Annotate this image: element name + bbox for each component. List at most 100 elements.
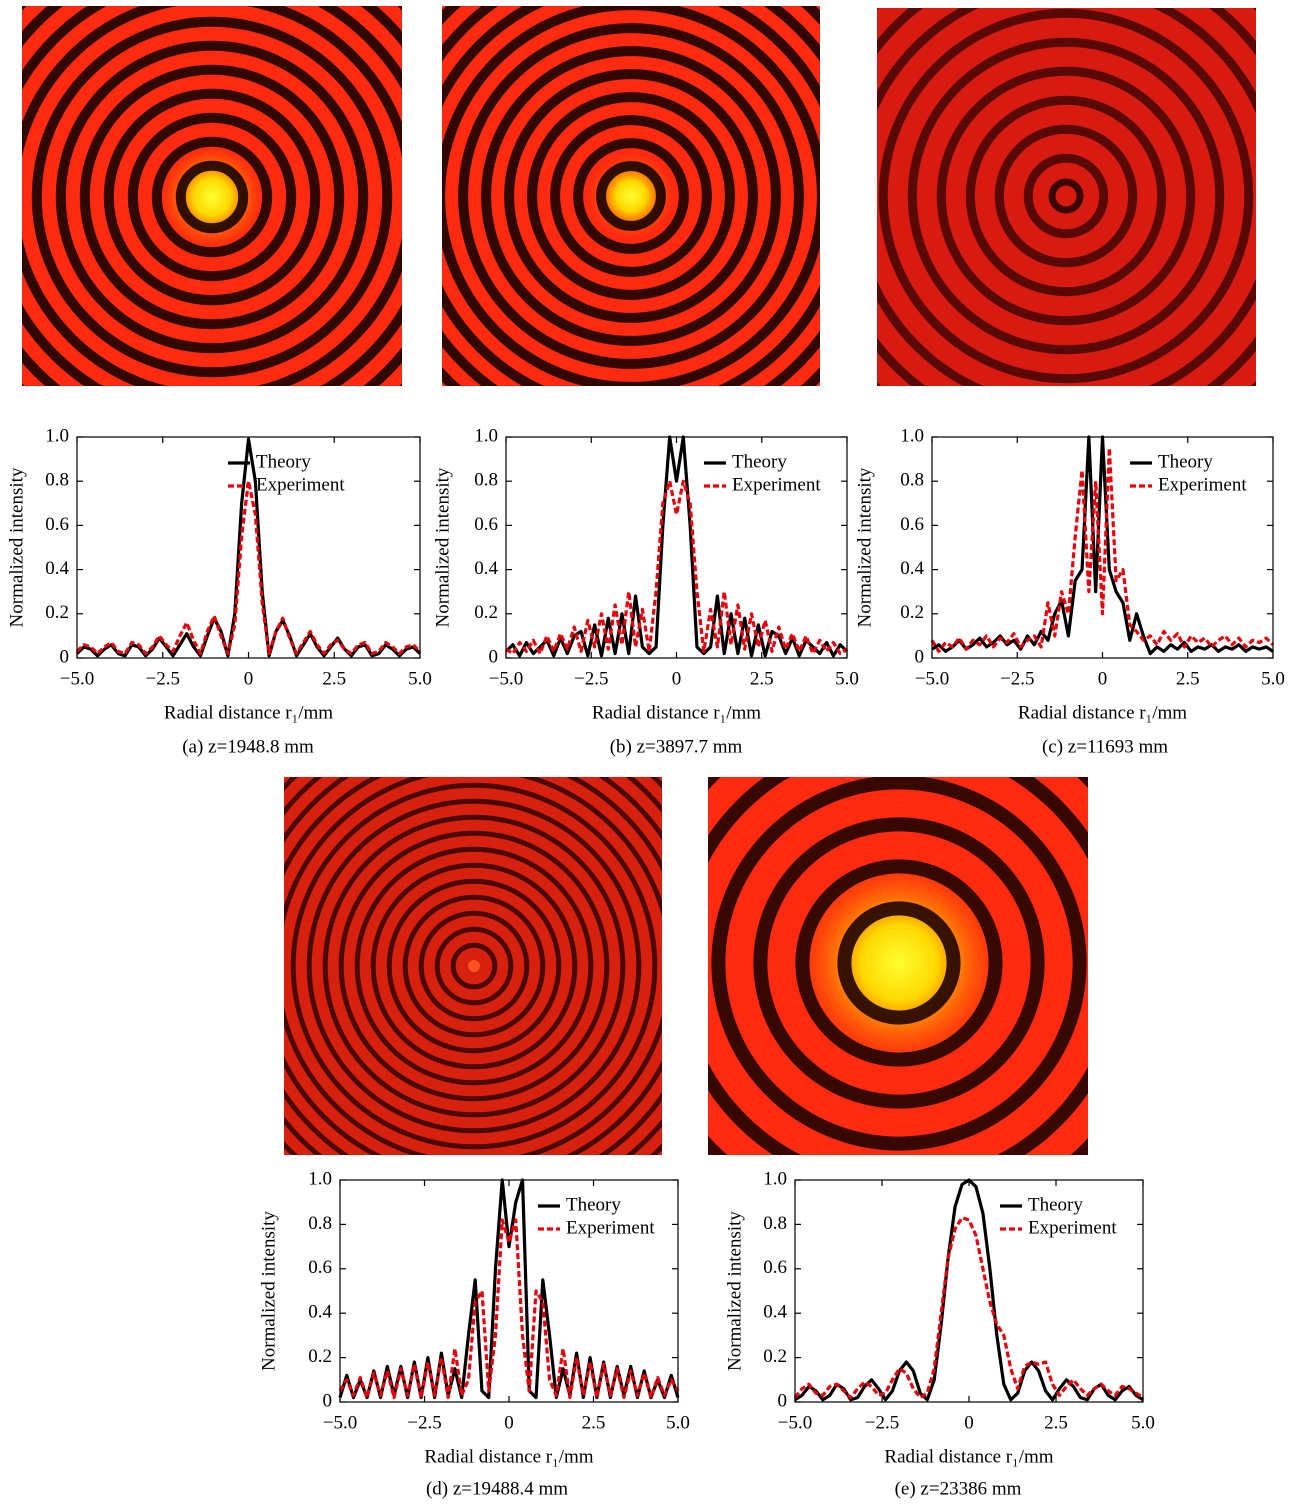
image-core	[791, 855, 1007, 1071]
ring	[481, 46, 781, 346]
y-tick-label: 0	[915, 646, 925, 667]
y-tick-label: 0.2	[474, 602, 498, 623]
x-tick-label: 2.5	[1044, 1412, 1068, 1433]
y-tick-label: 1.0	[763, 1168, 787, 1189]
x-tick-label: −2.5	[865, 1412, 899, 1433]
y-tick-label: 0.2	[45, 602, 69, 623]
y-tick-label: 0.4	[45, 558, 69, 579]
y-tick-label: 1.0	[474, 425, 498, 446]
y-tick-label: 0.6	[900, 514, 924, 535]
x-axis-label: Radial distance r₁/mm	[1018, 702, 1187, 723]
plot-frame	[794, 1179, 1144, 1403]
y-tick-label: 0.2	[763, 1346, 787, 1367]
data-line	[794, 1178, 1144, 1402]
ring	[103, 88, 321, 306]
ring	[837, 901, 961, 1025]
caption: (b) z=3897.7 mm	[610, 736, 743, 757]
x-tick-label: −5.0	[60, 668, 94, 689]
x-tick-label: 0	[1098, 668, 1108, 689]
plot-frame	[339, 1179, 679, 1403]
x-tick-label: 5.0	[408, 668, 432, 689]
y-axis-label: Normalized intensity	[724, 1211, 745, 1371]
ring	[338, 830, 610, 1102]
data-line	[931, 435, 1274, 656]
ring	[550, 115, 712, 277]
caption: (a) z=1948.8 mm	[182, 736, 314, 757]
ring	[434, 926, 514, 1006]
image-core	[1048, 178, 1084, 214]
legend-label: Experiment	[1158, 474, 1247, 495]
ring	[1023, 153, 1109, 239]
y-tick-label: 0	[323, 1390, 333, 1411]
ring	[175, 160, 249, 234]
legend-label: Experiment	[256, 474, 345, 495]
x-tick-label: 2.5	[582, 1412, 606, 1433]
x-tick-label: 2.5	[750, 668, 774, 689]
ring	[31, 16, 393, 378]
image-core	[468, 960, 480, 972]
legend-label: Experiment	[1028, 1217, 1117, 1238]
y-tick-label: 0.4	[900, 558, 924, 579]
x-tick-label: −2.5	[146, 668, 180, 689]
ring	[795, 859, 1003, 1067]
ring	[504, 69, 758, 323]
ring-image	[708, 777, 1088, 1155]
ring	[573, 138, 689, 254]
y-tick-label: 0.4	[308, 1302, 332, 1323]
y-tick-label: 0.4	[474, 558, 498, 579]
y-axis-label: Normalized intensity	[432, 467, 453, 627]
x-axis-label: Radial distance r₁/mm	[164, 702, 333, 723]
y-tick-label: 0.6	[308, 1257, 332, 1278]
x-tick-label: 5.0	[835, 668, 859, 689]
caption: (d) z=19488.4 mm	[426, 1478, 568, 1499]
x-tick-label: −2.5	[407, 1412, 441, 1433]
legend-label: Theory	[1028, 1194, 1083, 1215]
y-tick-label: 1.0	[308, 1168, 332, 1189]
data-line	[75, 437, 422, 658]
ring	[936, 66, 1196, 326]
plot-frame	[76, 436, 421, 659]
y-tick-label: 0.6	[45, 514, 69, 535]
legend-label: Theory	[732, 451, 787, 472]
ring-image	[442, 6, 820, 386]
x-tick-label: −2.5	[574, 668, 608, 689]
legend-label: Experiment	[566, 1217, 655, 1238]
data-line	[793, 1216, 1144, 1400]
ring	[753, 817, 1045, 1109]
ring	[402, 894, 546, 1038]
y-tick-label: 0	[60, 646, 70, 667]
x-tick-label: 0	[964, 1412, 974, 1433]
image-core	[159, 144, 265, 250]
data-line	[505, 479, 848, 656]
ring	[994, 124, 1138, 268]
y-tick-label: 0.8	[308, 1213, 332, 1234]
x-tick-label: −5.0	[323, 1412, 357, 1433]
x-tick-label: 2.5	[322, 668, 346, 689]
x-tick-label: 0	[244, 668, 254, 689]
ring	[450, 942, 498, 990]
data-line	[930, 446, 1275, 653]
ring-image	[284, 777, 662, 1155]
y-tick-label: 0.8	[45, 470, 69, 491]
x-tick-label: 5.0	[1261, 668, 1285, 689]
ring	[527, 92, 735, 300]
ring	[79, 64, 345, 330]
ring-image	[22, 6, 402, 386]
data-line	[75, 479, 422, 656]
y-tick-label: 0.4	[763, 1302, 787, 1323]
x-tick-label: −2.5	[1000, 668, 1034, 689]
plot-frame	[505, 436, 848, 659]
y-tick-label: 1.0	[900, 425, 924, 446]
data-line	[338, 1178, 680, 1400]
legend-label: Theory	[256, 451, 311, 472]
x-tick-label: −5.0	[778, 1412, 812, 1433]
x-tick-label: −5.0	[489, 668, 523, 689]
ring	[322, 814, 626, 1118]
y-tick-label: 0.6	[474, 514, 498, 535]
x-tick-label: −5.0	[915, 668, 949, 689]
y-axis-label: Normalized intensity	[854, 467, 875, 627]
x-tick-label: 5.0	[666, 1412, 690, 1433]
ring	[290, 782, 658, 1150]
y-axis-label: Normalized intensity	[258, 1211, 279, 1371]
ring	[907, 37, 1225, 355]
